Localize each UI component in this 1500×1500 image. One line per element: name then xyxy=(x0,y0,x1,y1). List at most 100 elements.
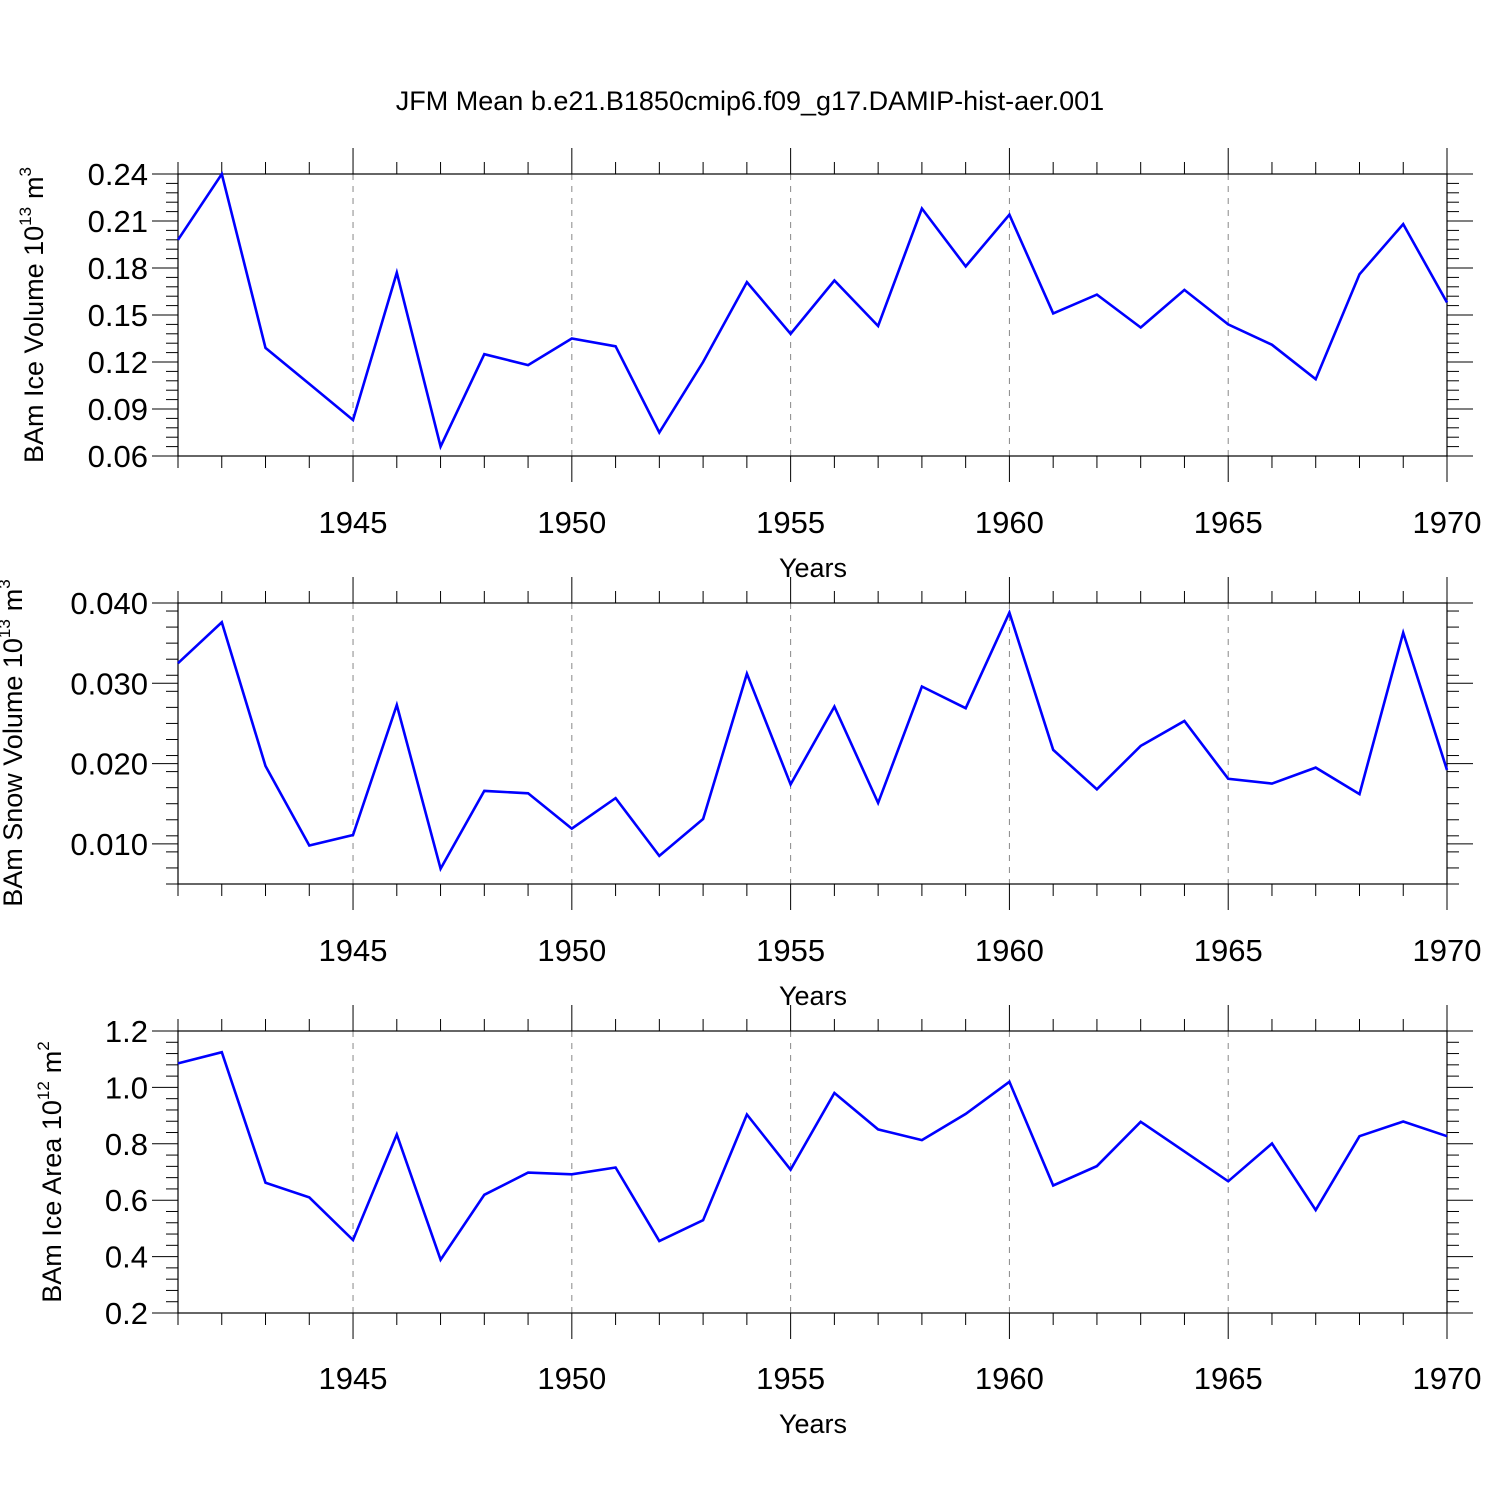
snow-volume-point xyxy=(919,683,925,689)
snow-volume-point xyxy=(1138,743,1144,749)
snow-volume-point xyxy=(1356,791,1362,797)
snow-volume-point xyxy=(744,671,750,677)
y-tick-label: 0.06 xyxy=(88,439,148,474)
ice-area-point xyxy=(350,1237,356,1243)
ice-volume-point xyxy=(919,205,925,211)
y-axis-label: BAm Snow Volume 1013m3 xyxy=(0,579,28,907)
ice-volume-point xyxy=(831,278,837,284)
x-tick-label: 1965 xyxy=(1194,505,1263,540)
y-tick-label: 0.020 xyxy=(70,747,148,782)
ice-volume-point xyxy=(350,417,356,423)
snow-volume-series-line xyxy=(177,609,1449,873)
x-tick-label: 1950 xyxy=(537,933,606,968)
y-axis-label: BAm Ice Volume 1013m3 xyxy=(16,167,49,463)
snow-volume-point xyxy=(1181,718,1187,724)
ice-area-point xyxy=(788,1167,794,1173)
ice-area-point xyxy=(656,1238,662,1244)
snow-volume-point xyxy=(1400,630,1406,636)
x-tick-label: 1955 xyxy=(756,505,825,540)
x-tick-label: 1960 xyxy=(975,1361,1044,1396)
ice-area-point xyxy=(963,1111,969,1117)
chart-title: JFM Mean b.e21.B1850cmip6.f09_g17.DAMIP-… xyxy=(396,86,1104,116)
ice-volume-point xyxy=(613,343,619,349)
snow-volume-point xyxy=(394,702,400,708)
y-tick-label: 0.010 xyxy=(70,827,148,862)
snow-volume-point xyxy=(481,788,487,794)
ice-volume-point xyxy=(219,171,225,177)
snow-volume-point xyxy=(831,704,837,710)
snow-volume-point xyxy=(350,832,356,838)
ice-area-point xyxy=(481,1192,487,1198)
snow-volume-point xyxy=(438,866,444,872)
y-tick-label: 0.8 xyxy=(105,1127,148,1162)
y-tick-label: 0.24 xyxy=(88,157,148,192)
ice-volume-point xyxy=(438,444,444,450)
snow-volume-point xyxy=(963,705,969,711)
x-axis-label: Years xyxy=(779,553,847,583)
ice-volume-point xyxy=(1138,325,1144,331)
ice-area-point xyxy=(525,1170,531,1176)
y-tick-label: 0.030 xyxy=(70,666,148,701)
y-tick-label: 0.12 xyxy=(88,345,148,380)
ice-area-point xyxy=(1050,1183,1056,1189)
snow-volume-point xyxy=(263,763,269,769)
y-tick-label: 0.6 xyxy=(105,1183,148,1218)
snow-volume-point xyxy=(1050,747,1056,753)
ice-volume-point xyxy=(175,237,181,243)
y-tick-label: 0.040 xyxy=(70,586,148,621)
ice-area-point xyxy=(219,1049,225,1055)
snow-volume-point xyxy=(306,842,312,848)
snow-volume-point xyxy=(1006,610,1012,616)
y-tick-label: 0.2 xyxy=(105,1296,148,1331)
ice-area-point xyxy=(831,1090,837,1096)
snow-volume-point xyxy=(1269,781,1275,787)
x-axis-label: Years xyxy=(779,981,847,1011)
snow-volume-point xyxy=(569,826,575,832)
x-tick-label: 1945 xyxy=(319,933,388,968)
ice-area-point xyxy=(1225,1178,1231,1184)
ice-volume-point xyxy=(700,359,706,365)
snow-volume-point xyxy=(1225,776,1231,782)
x-tick-label: 1950 xyxy=(537,1361,606,1396)
ice-volume-point xyxy=(1225,321,1231,327)
ice-volume-point xyxy=(1050,310,1056,316)
ice-volume-point xyxy=(394,270,400,276)
x-tick-label: 1970 xyxy=(1413,1361,1482,1396)
x-tick-label: 1970 xyxy=(1413,505,1482,540)
ice-area-point xyxy=(700,1217,706,1223)
y-tick-label: 0.09 xyxy=(88,392,148,427)
x-tick-label: 1945 xyxy=(319,505,388,540)
ice-area-point xyxy=(1400,1119,1406,1125)
ice-volume-point xyxy=(306,381,312,387)
ice-volume-series-line xyxy=(176,170,1449,451)
snow-volume-point xyxy=(788,781,794,787)
ice-volume-point xyxy=(1313,376,1319,382)
ice-volume-point xyxy=(963,263,969,269)
plot-frame xyxy=(177,1030,1448,1314)
snow-volume-point xyxy=(175,660,181,666)
snow-volume-point xyxy=(219,619,225,625)
ice-area-point xyxy=(306,1194,312,1200)
ice-area-point xyxy=(1181,1148,1187,1154)
snow-volume-point xyxy=(700,816,706,822)
ice-volume-point xyxy=(656,430,662,436)
ice-volume-point xyxy=(1400,221,1406,227)
ice-area-point xyxy=(438,1257,444,1263)
ice-volume-point xyxy=(1181,287,1187,293)
ice-volume-point xyxy=(1356,271,1362,277)
ice-volume-point xyxy=(263,345,269,351)
x-tick-label: 1955 xyxy=(756,1361,825,1396)
ice-area-series-line xyxy=(177,1050,1448,1263)
y-tick-label: 0.21 xyxy=(88,204,148,239)
y-axis-label: BAm Ice Area 1012m2 xyxy=(34,1041,67,1303)
x-tick-label: 1950 xyxy=(537,505,606,540)
ice-volume-point xyxy=(525,362,531,368)
plot-frame xyxy=(177,173,1448,457)
snow-volume-panel: 0.010 0.020 0.030 0.040 1945 1950 1955 1960 1965… xyxy=(0,577,1481,1011)
ice-volume-point xyxy=(481,351,487,357)
ice-volume-point xyxy=(1094,292,1100,298)
x-tick-label: 1945 xyxy=(319,1361,388,1396)
x-tick-label: 1960 xyxy=(975,933,1044,968)
snow-volume-point xyxy=(1444,767,1450,773)
